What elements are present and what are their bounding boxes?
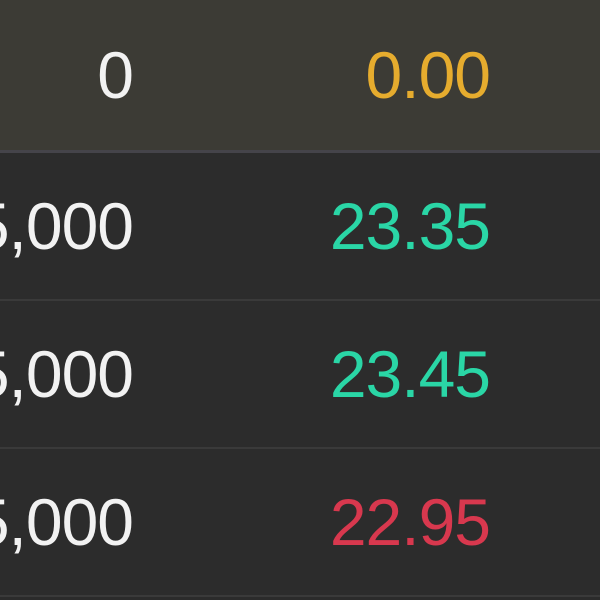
quantity-cell: 5,000 — [0, 485, 134, 559]
price-cell: 22.95 — [329, 485, 491, 559]
price-cell: 23.35 — [329, 189, 491, 263]
quantity-cell: 5,000 — [0, 189, 134, 263]
table-row[interactable]: 5,000 23.45 — [0, 301, 600, 449]
price-cell: 23.45 — [329, 337, 491, 411]
table-row-highlighted[interactable]: 0 0.00 — [0, 0, 600, 153]
table-row[interactable]: 5,000 23.35 — [0, 153, 600, 301]
price-cell: 0.00 — [365, 38, 491, 112]
table-row[interactable]: 5,000 22.95 — [0, 449, 600, 597]
quantity-cell: 0 — [97, 38, 134, 112]
quantity-cell: 5,000 — [0, 337, 134, 411]
